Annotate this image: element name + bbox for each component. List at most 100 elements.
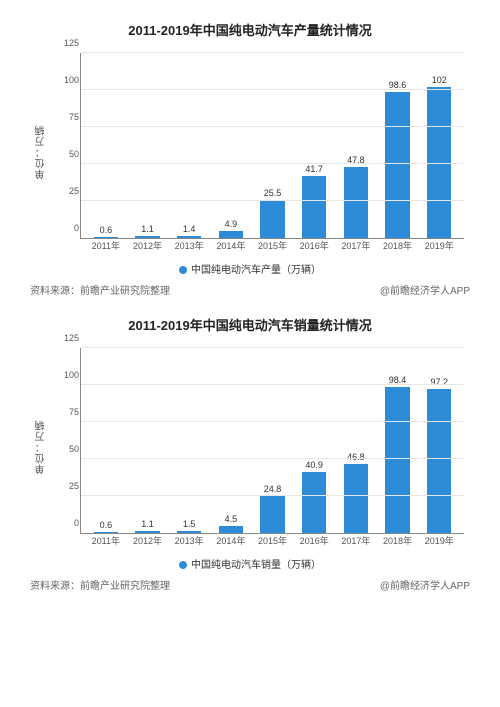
bar-value-label: 4.5: [225, 514, 238, 524]
page: 2011-2019年中国纯电动汽车产量统计情况 单位：万辆 0.62011年1.…: [0, 0, 500, 707]
bar: [219, 526, 243, 533]
y-axis-label: 单位：万辆: [34, 420, 49, 475]
y-tick-label: 0: [59, 518, 79, 528]
bar: [385, 387, 409, 533]
bar: [302, 176, 326, 238]
gridline: [81, 421, 464, 422]
bar: [385, 92, 409, 238]
bar-value-label: 1.4: [183, 224, 196, 234]
x-tick-label: 2015年: [258, 239, 287, 252]
bar-value-label: 24.8: [264, 484, 282, 494]
bar-value-label: 46.8: [347, 452, 365, 462]
bar-value-label: 1.5: [183, 519, 196, 529]
bar-value-label: 102: [432, 75, 447, 85]
legend: 中国纯电动汽车销量（万辆）: [30, 556, 470, 571]
x-tick-label: 2012年: [133, 239, 162, 252]
bar-slot: 41.72016年: [293, 53, 335, 238]
gridline: [81, 52, 464, 53]
bar-slot: 1.42013年: [168, 53, 210, 238]
gridline: [81, 384, 464, 385]
x-tick-label: 2014年: [216, 239, 245, 252]
bar-slot: 46.82017年: [335, 348, 377, 533]
bars-container: 0.62011年1.12012年1.42013年4.92014年25.52015…: [81, 53, 464, 238]
chart-title: 2011-2019年中国纯电动汽车销量统计情况: [30, 315, 470, 334]
bar: [177, 236, 201, 238]
x-tick-label: 2017年: [341, 239, 370, 252]
y-tick-label: 125: [59, 333, 79, 343]
gridline: [81, 200, 464, 201]
x-tick-label: 2019年: [425, 239, 454, 252]
gridline: [81, 347, 464, 348]
bar-value-label: 41.7: [305, 164, 323, 174]
y-tick-label: 0: [59, 223, 79, 233]
x-tick-label: 2016年: [300, 534, 329, 547]
bar-value-label: 0.6: [100, 520, 113, 530]
y-tick-label: 125: [59, 38, 79, 48]
y-tick-label: 25: [59, 186, 79, 196]
bar: [260, 496, 284, 533]
bar-value-label: 40.9: [305, 460, 323, 470]
bar-slot: 1022019年: [418, 53, 460, 238]
legend-label: 中国纯电动汽车产量（万辆）: [191, 265, 321, 276]
plot-area: 0.62011年1.12012年1.42013年4.92014年25.52015…: [80, 53, 464, 239]
gridline: [81, 163, 464, 164]
x-tick-label: 2015年: [258, 534, 287, 547]
legend-label: 中国纯电动汽车销量（万辆）: [191, 560, 321, 571]
legend-dot-icon: [179, 266, 187, 274]
source-right: @前瞻经济学人APP: [380, 577, 470, 592]
bar-slot: 40.92016年: [293, 348, 335, 533]
chart-production: 2011-2019年中国纯电动汽车产量统计情况 单位：万辆 0.62011年1.…: [30, 20, 470, 297]
x-tick-label: 2013年: [175, 534, 204, 547]
bar-slot: 98.62018年: [377, 53, 419, 238]
bar-slot: 47.82017年: [335, 53, 377, 238]
bar-value-label: 25.5: [264, 188, 282, 198]
legend-dot-icon: [179, 561, 187, 569]
y-tick-label: 50: [59, 444, 79, 454]
x-tick-label: 2012年: [133, 534, 162, 547]
x-tick-label: 2018年: [383, 239, 412, 252]
y-tick-label: 100: [59, 75, 79, 85]
bar: [427, 389, 451, 533]
bar-slot: 4.92014年: [210, 53, 252, 238]
source-left: 资料来源：前瞻产业研究院整理: [30, 577, 170, 592]
x-tick-label: 2019年: [425, 534, 454, 547]
source-left: 资料来源：前瞻产业研究院整理: [30, 282, 170, 297]
source-row: 资料来源：前瞻产业研究院整理 @前瞻经济学人APP: [30, 577, 470, 592]
y-tick-label: 50: [59, 149, 79, 159]
bar: [177, 531, 201, 533]
bar-slot: 1.12012年: [127, 348, 169, 533]
gridline: [81, 495, 464, 496]
chart-area: 单位：万辆 0.62011年1.12012年1.42013年4.92014年25…: [58, 47, 464, 257]
bar: [135, 531, 159, 533]
bar: [344, 167, 368, 238]
bar-slot: 1.52013年: [168, 348, 210, 533]
bar: [344, 464, 368, 533]
bar: [260, 200, 284, 238]
bar-slot: 0.62011年: [85, 53, 127, 238]
y-tick-label: 25: [59, 481, 79, 491]
y-axis-label: 单位：万辆: [34, 125, 49, 180]
bar-slot: 24.82015年: [252, 348, 294, 533]
bar-slot: 98.42018年: [377, 348, 419, 533]
gridline: [81, 89, 464, 90]
source-row: 资料来源：前瞻产业研究院整理 @前瞻经济学人APP: [30, 282, 470, 297]
bar-slot: 25.52015年: [252, 53, 294, 238]
legend: 中国纯电动汽车产量（万辆）: [30, 261, 470, 276]
bar-slot: 4.52014年: [210, 348, 252, 533]
y-tick-label: 75: [59, 112, 79, 122]
bar: [94, 532, 118, 533]
bar-slot: 97.22019年: [418, 348, 460, 533]
bars-container: 0.62011年1.12012年1.52013年4.52014年24.82015…: [81, 348, 464, 533]
x-tick-label: 2014年: [216, 534, 245, 547]
source-right: @前瞻经济学人APP: [380, 282, 470, 297]
x-tick-label: 2013年: [175, 239, 204, 252]
bar-value-label: 0.6: [100, 225, 113, 235]
gridline: [81, 458, 464, 459]
plot-area: 0.62011年1.12012年1.52013年4.52014年24.82015…: [80, 348, 464, 534]
bar: [219, 231, 243, 238]
bar: [94, 237, 118, 238]
y-tick-label: 75: [59, 407, 79, 417]
bar: [302, 472, 326, 533]
bar: [135, 236, 159, 238]
x-tick-label: 2016年: [300, 239, 329, 252]
